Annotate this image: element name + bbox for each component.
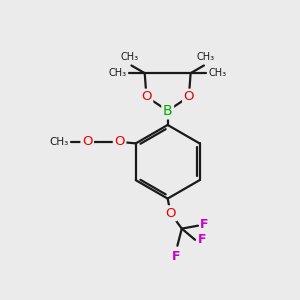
Text: CH₃: CH₃ [196, 52, 214, 62]
Text: O: O [165, 207, 176, 220]
Text: B: B [163, 104, 172, 118]
Text: O: O [82, 135, 92, 148]
Text: F: F [197, 233, 206, 246]
Text: CH₃: CH₃ [209, 68, 227, 78]
Text: O: O [141, 90, 152, 103]
Text: CH₃: CH₃ [108, 68, 126, 78]
Text: CH₃: CH₃ [50, 137, 69, 147]
Text: CH₃: CH₃ [121, 52, 139, 62]
Text: F: F [172, 250, 180, 263]
Text: O: O [184, 90, 194, 103]
Text: F: F [200, 218, 209, 231]
Text: O: O [114, 135, 125, 148]
